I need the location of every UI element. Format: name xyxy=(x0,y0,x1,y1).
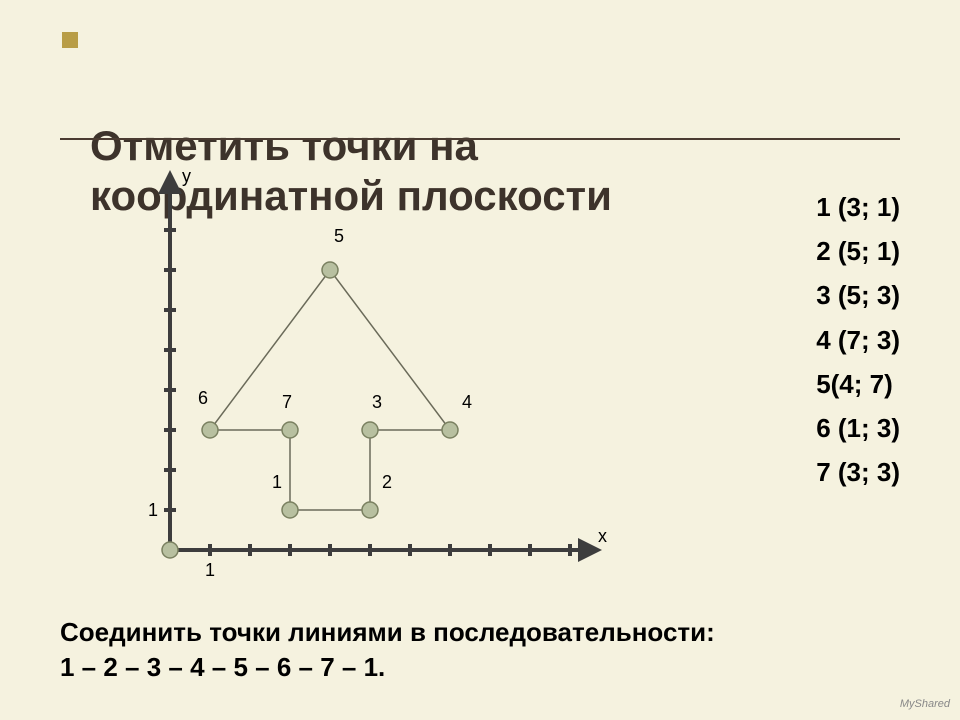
svg-text:1: 1 xyxy=(205,560,215,580)
svg-text:3: 3 xyxy=(372,392,382,412)
instructions-text: Соединить точки линиями в последовательн… xyxy=(60,580,715,685)
svg-text:7: 7 xyxy=(282,392,292,412)
svg-text:6: 6 xyxy=(198,388,208,408)
watermark-logo: MyShared xyxy=(900,698,950,710)
svg-text:2: 2 xyxy=(382,472,392,492)
title-accent-square xyxy=(62,32,78,48)
svg-text:x: x xyxy=(598,526,607,546)
svg-text:y: y xyxy=(182,170,191,186)
svg-text:4: 4 xyxy=(462,392,472,412)
coordinate-chart: x y 1 1 1 2 3 4 5 6 7 xyxy=(130,170,630,590)
title-underline xyxy=(60,138,900,140)
svg-text:1: 1 xyxy=(148,500,158,520)
svg-text:1: 1 xyxy=(272,472,282,492)
svg-text:5: 5 xyxy=(334,226,344,246)
coordinates-list: 1 (3; 1) 2 (5; 1) 3 (5; 3) 4 (7; 3) 5(4;… xyxy=(816,185,900,494)
